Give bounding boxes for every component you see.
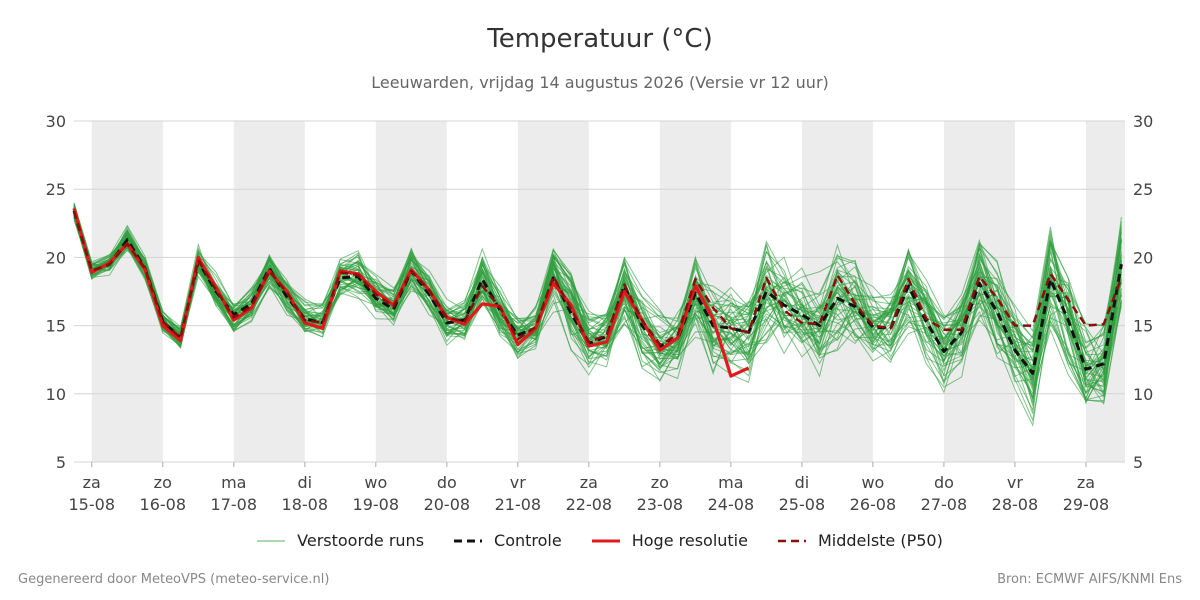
ensemble-run-line bbox=[73, 205, 1122, 392]
legend-item-highres: Hoge resolutie bbox=[591, 531, 748, 550]
chart-title: Temperatuur (°C) bbox=[487, 24, 713, 54]
series-line-control bbox=[72, 210, 1123, 375]
legend-item-p50: Middelste (P50) bbox=[777, 531, 943, 550]
x-tick-date: 15-08 bbox=[69, 495, 116, 514]
x-tick-day: do bbox=[934, 473, 954, 492]
legend-label-highres: Hoge resolutie bbox=[631, 531, 748, 550]
ensemble-run-line bbox=[73, 217, 1122, 406]
legend-item-control: Controle bbox=[454, 531, 562, 550]
x-tick-date: 25-08 bbox=[779, 495, 826, 514]
footer-source: Bron: ECMWF AIFS/KNMI Ens bbox=[997, 572, 1182, 587]
legend-label-ensemble: Verstoorde runs bbox=[297, 531, 425, 550]
x-tick-day: zo bbox=[651, 473, 669, 492]
chart-legend: Verstoorde runs Controle Hoge resolutie … bbox=[0, 531, 1200, 550]
x-tick-date: 27-08 bbox=[921, 495, 968, 514]
legend-label-control: Controle bbox=[494, 531, 562, 550]
y-tick-label-right: 20 bbox=[1133, 248, 1153, 267]
x-tick-day: vr bbox=[1007, 473, 1023, 492]
x-tick-date: 21-08 bbox=[495, 495, 542, 514]
y-tick-label-right: 5 bbox=[1133, 453, 1143, 472]
footer-generated: Gegenereerd door MeteoVPS (meteo-service… bbox=[18, 572, 330, 587]
x-tick-day: vr bbox=[510, 473, 526, 492]
x-tick-day: za bbox=[580, 473, 598, 492]
x-tick-date: 29-08 bbox=[1063, 495, 1110, 514]
legend-swatch-highres bbox=[591, 539, 620, 542]
x-tick-day: ma bbox=[221, 473, 246, 492]
y-tick-label-left: 5 bbox=[56, 453, 66, 472]
y-tick-label-left: 15 bbox=[46, 317, 66, 336]
y-tick-label-left: 30 bbox=[46, 112, 66, 131]
legend-swatch-p50 bbox=[777, 539, 806, 542]
x-tick-day: zo bbox=[154, 473, 172, 492]
x-tick-day: do bbox=[437, 473, 457, 492]
y-tick-label-left: 25 bbox=[46, 180, 66, 199]
x-tick-date: 24-08 bbox=[708, 495, 755, 514]
legend-label-p50: Middelste (P50) bbox=[817, 531, 943, 550]
legend-swatch-ensemble bbox=[257, 540, 286, 541]
legend-swatch-control bbox=[454, 539, 483, 542]
ensemble-run-line bbox=[73, 214, 1122, 399]
x-tick-date: 28-08 bbox=[992, 495, 1039, 514]
y-tick-label-right: 10 bbox=[1133, 385, 1153, 404]
x-tick-day: wo bbox=[861, 473, 884, 492]
x-tick-date: 23-08 bbox=[637, 495, 684, 514]
x-tick-date: 16-08 bbox=[140, 495, 187, 514]
series-line-p50 bbox=[72, 210, 1123, 346]
x-tick-date: 18-08 bbox=[282, 495, 329, 514]
y-tick-label-right: 30 bbox=[1133, 112, 1153, 131]
x-tick-date: 22-08 bbox=[566, 495, 613, 514]
x-tick-date: 17-08 bbox=[211, 495, 258, 514]
x-tick-day: za bbox=[1077, 473, 1095, 492]
y-tick-label-left: 20 bbox=[46, 248, 66, 267]
x-tick-day: wo bbox=[364, 473, 387, 492]
legend-item-ensemble: Verstoorde runs bbox=[257, 531, 424, 550]
y-tick-label-right: 25 bbox=[1133, 180, 1153, 199]
ensemble-run-line bbox=[73, 208, 1122, 394]
x-tick-date: 19-08 bbox=[353, 495, 400, 514]
y-tick-label-left: 10 bbox=[46, 385, 66, 404]
x-tick-date: 20-08 bbox=[424, 495, 471, 514]
x-tick-day: ma bbox=[718, 473, 743, 492]
x-tick-day: di bbox=[795, 473, 810, 492]
ensemble-run-line bbox=[73, 202, 1122, 383]
y-tick-label-right: 15 bbox=[1133, 317, 1153, 336]
x-tick-day: di bbox=[297, 473, 312, 492]
chart-subtitle: Leeuwarden, vrijdag 14 augustus 2026 (Ve… bbox=[371, 73, 829, 92]
x-tick-date: 26-08 bbox=[850, 495, 897, 514]
x-tick-day: za bbox=[83, 473, 101, 492]
